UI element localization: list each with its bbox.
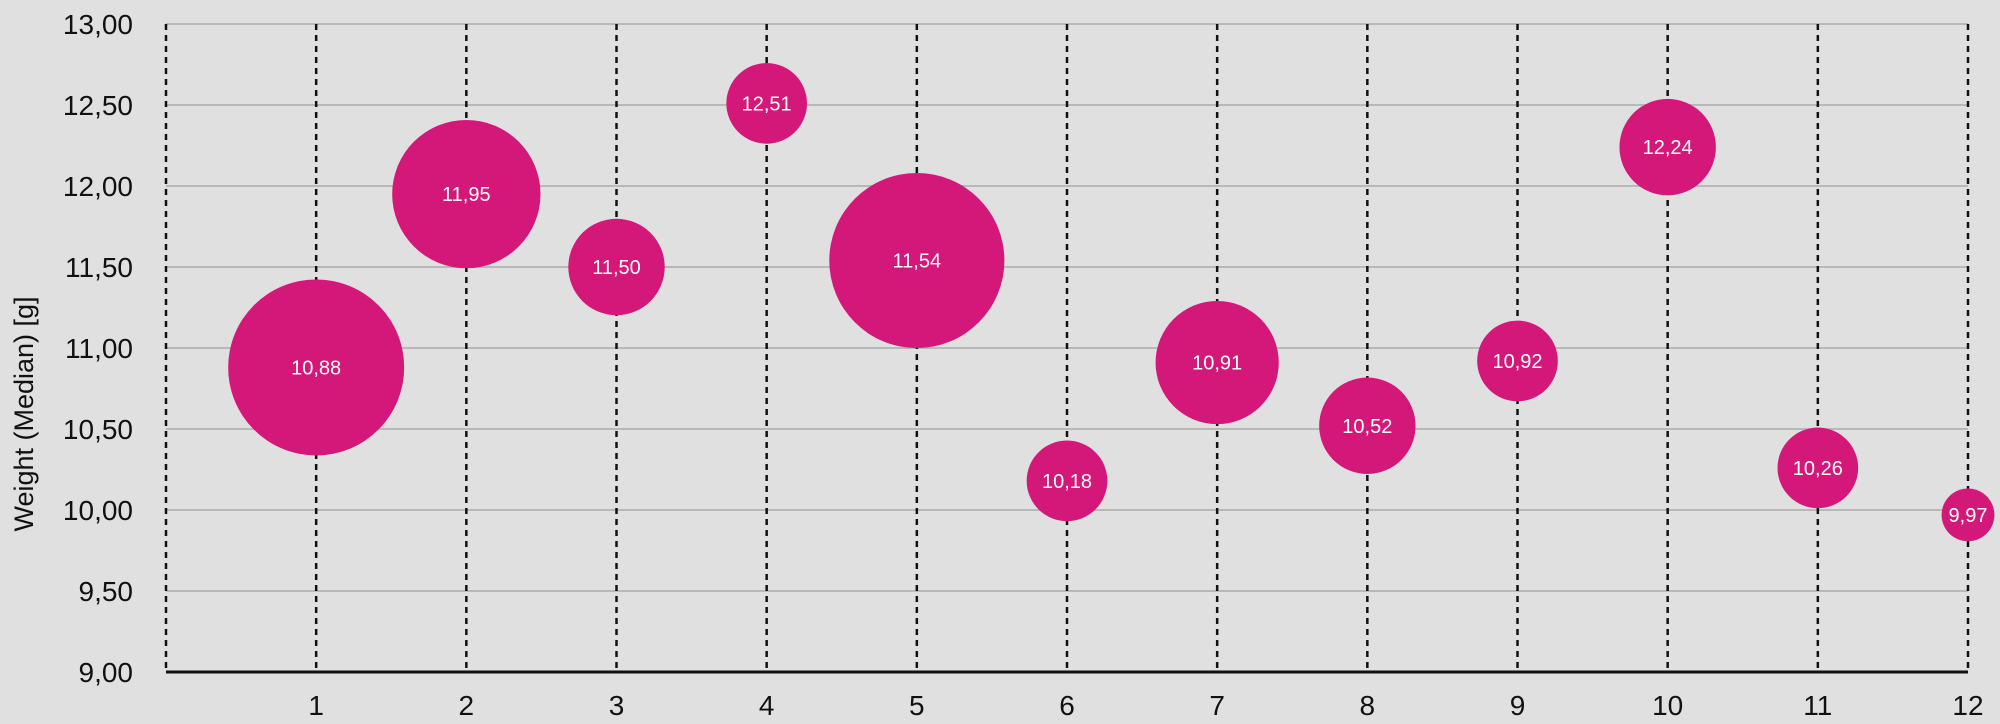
bubble[interactable] — [1777, 427, 1859, 509]
bubble-data-label: 10,26 — [1793, 458, 1843, 480]
bubble[interactable] — [726, 63, 807, 144]
x-tick-label: 2 — [459, 690, 475, 721]
bubble-data-label: 11,54 — [893, 251, 942, 273]
x-tick-label: 7 — [1209, 690, 1225, 721]
bubble[interactable] — [1155, 300, 1279, 425]
y-tick-label: 13,00 — [63, 9, 133, 40]
bubble[interactable] — [228, 279, 405, 456]
bubble-data-label: 10,92 — [1492, 351, 1542, 373]
y-tick-label: 10,50 — [63, 414, 133, 445]
x-tick-label: 4 — [759, 690, 775, 721]
bubble[interactable] — [1477, 320, 1558, 402]
y-tick-label: 12,00 — [63, 171, 133, 202]
y-tick-label: 11,50 — [65, 252, 133, 283]
bubble[interactable] — [1026, 440, 1108, 522]
y-tick-label: 11,00 — [65, 333, 133, 364]
x-tick-label: 9 — [1510, 690, 1526, 721]
bubble[interactable] — [568, 218, 665, 316]
y-tick-label: 12,50 — [63, 90, 133, 121]
y-tick-label: 10,00 — [63, 495, 133, 526]
x-tick-label: 12 — [1952, 690, 1983, 721]
x-tick-label: 5 — [909, 690, 925, 721]
bubble-data-label: 10,52 — [1342, 416, 1392, 438]
x-tick-label: 8 — [1360, 690, 1376, 721]
bubble[interactable] — [1941, 488, 1995, 542]
y-tick-label: 9,50 — [79, 576, 134, 607]
bubbles: 10,88 11,95 11,50 12,51 11,54 10,18 10,91 10,52… — [228, 63, 1995, 542]
y-axis-label: Weight (Median) [g] — [9, 296, 39, 531]
bubble[interactable] — [1319, 377, 1416, 474]
bubble-data-label: 10,91 — [1192, 353, 1242, 375]
x-tick-label: 3 — [609, 690, 625, 721]
bubble-data-label: 11,50 — [592, 257, 641, 279]
bubble-data-label: 12,51 — [742, 93, 792, 115]
bubble-data-label: 11,95 — [442, 184, 491, 206]
bubble-data-label: 10,18 — [1042, 471, 1092, 493]
bubble[interactable] — [1619, 98, 1716, 196]
bubble[interactable] — [829, 172, 1005, 349]
x-axis-ticks: 1 2 3 4 5 6 7 8 9 10 11 12 — [308, 690, 1983, 721]
x-tick-label: 11 — [1803, 690, 1832, 721]
x-tick-label: 10 — [1652, 690, 1683, 721]
x-tick-label: 1 — [308, 690, 324, 721]
bubble-data-label: 12,24 — [1643, 137, 1693, 159]
x-tick-label: 6 — [1059, 690, 1075, 721]
bubble-data-label: 10,88 — [291, 357, 341, 379]
y-tick-label: 9,00 — [79, 657, 134, 688]
y-axis-ticks: 9,00 9,50 10,00 10,50 11,00 11,50 12,00 12,50 13… — [63, 9, 133, 688]
bubble[interactable] — [392, 119, 541, 269]
bubble-data-label: 9,97 — [1949, 505, 1988, 527]
